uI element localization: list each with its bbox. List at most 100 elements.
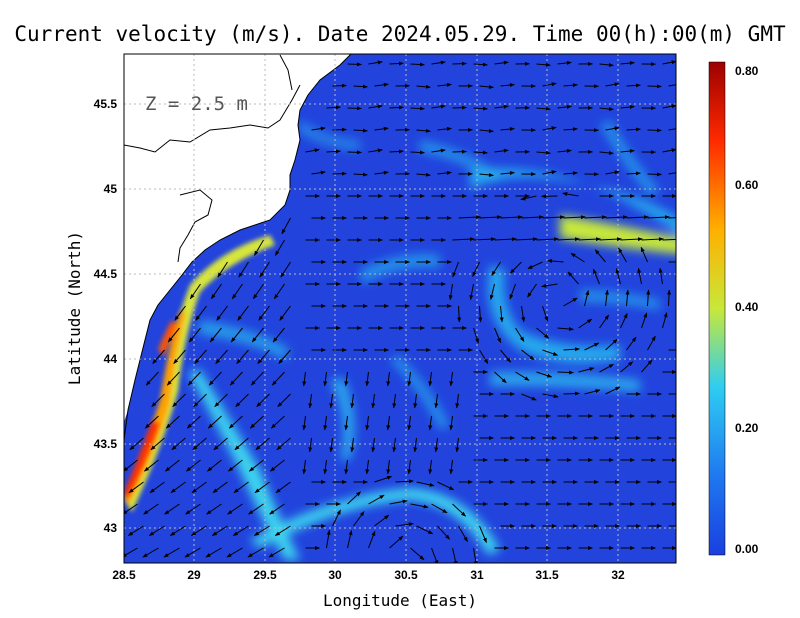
velocity-arrow: [668, 172, 676, 175]
velocity-arrow: [215, 349, 228, 364]
velocity-arrow: [232, 525, 249, 537]
velocity-arrow: [592, 268, 600, 285]
velocity-arrow: [323, 371, 328, 387]
velocity-arrow: [255, 437, 270, 451]
velocity-arrow: [332, 83, 347, 88]
velocity-arrow: [494, 371, 507, 384]
velocity-arrow: [274, 239, 285, 256]
velocity-arrow: [478, 305, 483, 323]
velocity-arrow: [374, 126, 389, 131]
velocity-arrow: [626, 171, 641, 176]
plot-area: [124, 54, 676, 563]
velocity-arrow: [584, 389, 601, 395]
velocity-arrow: [557, 148, 572, 153]
velocity-arrow: [249, 415, 264, 429]
velocity-arrow: [563, 297, 578, 307]
velocity-arrow: [248, 503, 264, 515]
velocity-arrow: [457, 305, 462, 323]
velocity-arrow: [499, 305, 504, 323]
velocity-arrow: [578, 318, 593, 329]
velocity-arrow: [195, 305, 207, 321]
velocity-arrow: [437, 82, 452, 87]
velocity-arrow: [416, 525, 434, 535]
velocity-arrow: [169, 525, 186, 537]
velocity-arrow: [226, 547, 243, 558]
velocity-arrow: [186, 415, 201, 429]
velocity-arrow: [350, 393, 355, 409]
velocity-arrow: [458, 215, 481, 220]
velocity-arrow: [251, 327, 264, 343]
velocity-arrow: [189, 283, 201, 300]
velocity-arrow: [494, 327, 502, 344]
velocity-arrow: [413, 393, 418, 409]
velocity-arrow: [365, 371, 370, 387]
velocity-arrow: [604, 289, 609, 307]
velocity-arrow: [521, 393, 537, 401]
velocity-arrow: [578, 367, 595, 373]
velocity-arrow: [557, 60, 572, 65]
velocity-arrow: [389, 499, 408, 505]
velocity-arrow: [347, 530, 353, 549]
velocity-arrow: [536, 106, 551, 111]
velocity-arrow: [500, 83, 515, 88]
velocity-arrow: [542, 349, 559, 356]
velocity-arrow: [542, 305, 549, 322]
velocity-arrow: [143, 503, 159, 515]
velocity-arrow: [166, 371, 180, 386]
velocity-arrow: [194, 349, 207, 364]
velocity-arrow: [647, 215, 670, 220]
velocity-arrow: [269, 503, 285, 515]
velocity-arrow: [489, 283, 495, 300]
velocity-arrow: [527, 261, 543, 270]
velocity-arrow: [626, 83, 641, 88]
velocity-arrow: [437, 126, 452, 131]
velocity-arrow: [620, 149, 635, 154]
velocity-arrow: [584, 215, 607, 220]
velocity-arrow: [428, 371, 433, 387]
velocity-arrow: [410, 503, 429, 509]
velocity-arrow: [395, 479, 414, 484]
velocity-arrow: [254, 481, 270, 494]
velocity-arrow: [599, 237, 622, 242]
velocity-arrow: [605, 215, 628, 220]
y-tick-label: 44.5: [94, 267, 118, 281]
velocity-arrow: [190, 525, 207, 537]
velocity-arrow: [479, 172, 494, 177]
x-tick-label: 31: [470, 568, 484, 582]
velocity-arrow: [668, 84, 676, 87]
velocity-arrow: [208, 371, 222, 386]
velocity-arrow: [536, 237, 559, 242]
velocity-arrow: [207, 415, 222, 429]
velocity-arrow: [326, 529, 331, 549]
velocity-arrow: [521, 215, 544, 220]
velocity-arrow: [410, 62, 425, 67]
velocity-arrow: [479, 128, 494, 133]
velocity-arrow: [662, 60, 676, 65]
velocity-arrow: [647, 128, 662, 133]
velocity-arrow: [620, 237, 643, 242]
velocity-arrow: [323, 459, 328, 475]
velocity-arrow: [275, 481, 291, 494]
velocity-arrow: [184, 547, 201, 558]
velocity-arrow: [428, 415, 433, 431]
velocity-arrow: [584, 342, 600, 351]
velocity-arrow: [640, 246, 648, 263]
velocity-arrow: [605, 82, 620, 87]
velocity-arrow: [542, 170, 557, 175]
velocity-arrow: [494, 148, 509, 153]
velocity-arrow: [172, 393, 186, 408]
velocity-arrow: [235, 393, 249, 408]
velocity-arrow: [389, 61, 404, 66]
velocity-arrow: [395, 522, 414, 527]
colorbar: 0.00 0.20 0.40 0.60 0.80: [708, 61, 759, 556]
velocity-arrow: [209, 327, 222, 343]
velocity-arrow: [521, 349, 535, 361]
velocity-arrow: [347, 150, 362, 155]
x-tick-label: 28.5: [112, 568, 136, 582]
velocity-arrow: [473, 62, 488, 67]
velocity-arrow: [557, 104, 572, 109]
velocity-arrow: [217, 261, 228, 278]
velocity-arrow: [127, 525, 144, 537]
velocity-arrow: [500, 215, 523, 220]
velocity-arrow: [542, 82, 557, 87]
